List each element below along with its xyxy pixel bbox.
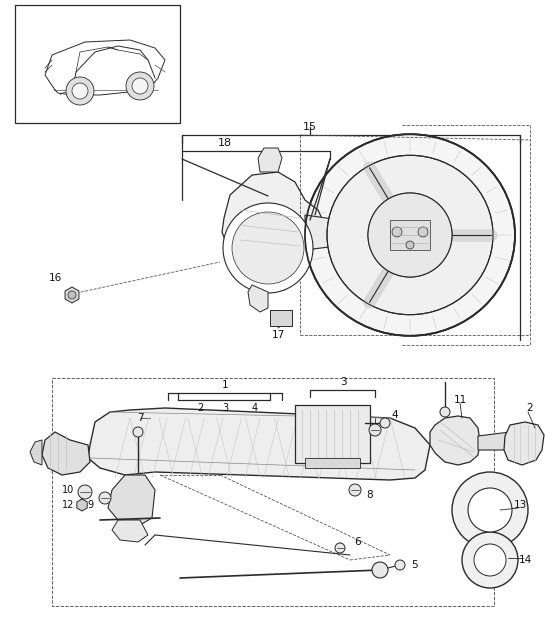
Text: 10: 10 [62, 485, 74, 495]
Circle shape [132, 78, 148, 94]
Polygon shape [30, 440, 42, 465]
Text: 11: 11 [453, 395, 467, 405]
Polygon shape [42, 432, 90, 475]
Polygon shape [88, 408, 430, 480]
Circle shape [468, 488, 512, 532]
Polygon shape [305, 215, 345, 250]
Text: 15: 15 [303, 122, 317, 132]
Polygon shape [390, 220, 430, 250]
Text: 3: 3 [222, 403, 228, 413]
Circle shape [395, 560, 405, 570]
Text: 6: 6 [355, 537, 361, 547]
Circle shape [335, 543, 345, 553]
Polygon shape [248, 285, 268, 312]
Polygon shape [65, 287, 79, 303]
Text: 1: 1 [222, 380, 228, 390]
Circle shape [68, 291, 76, 299]
Polygon shape [112, 520, 148, 542]
Polygon shape [222, 172, 325, 292]
Polygon shape [108, 475, 155, 525]
Text: 14: 14 [518, 555, 531, 565]
Circle shape [369, 424, 381, 436]
Circle shape [66, 77, 94, 105]
Circle shape [223, 203, 313, 293]
Polygon shape [504, 422, 544, 465]
Text: 3: 3 [340, 377, 346, 387]
Circle shape [368, 193, 452, 277]
Text: 18: 18 [218, 138, 232, 148]
Polygon shape [258, 148, 282, 172]
Text: 4: 4 [252, 403, 258, 413]
Text: 12: 12 [62, 500, 74, 510]
Circle shape [349, 484, 361, 496]
Text: 13: 13 [513, 500, 526, 510]
Polygon shape [77, 499, 87, 511]
Ellipse shape [327, 155, 493, 315]
Text: 9: 9 [87, 500, 93, 510]
Polygon shape [430, 416, 480, 465]
Circle shape [99, 492, 111, 504]
Circle shape [126, 72, 154, 100]
Text: 2: 2 [197, 403, 203, 413]
Bar [270, 310, 292, 326]
Text: 8: 8 [367, 490, 373, 500]
Text: 17: 17 [271, 330, 284, 340]
Ellipse shape [305, 134, 515, 336]
Circle shape [440, 407, 450, 417]
Circle shape [372, 562, 388, 578]
Circle shape [418, 227, 428, 237]
Circle shape [72, 83, 88, 99]
Bar [305, 458, 360, 468]
Text: 7: 7 [137, 413, 143, 423]
Bar [15, 5, 180, 123]
Circle shape [474, 544, 506, 576]
Circle shape [392, 227, 402, 237]
Circle shape [380, 418, 390, 428]
Circle shape [462, 532, 518, 588]
Text: 2: 2 [526, 403, 534, 413]
Polygon shape [478, 432, 514, 450]
Text: 4: 4 [392, 410, 398, 420]
Text: 5: 5 [411, 560, 419, 570]
Text: 16: 16 [49, 273, 62, 283]
Bar [52, 378, 494, 606]
Circle shape [78, 485, 92, 499]
Circle shape [368, 193, 452, 277]
Circle shape [406, 241, 414, 249]
Bar [295, 405, 370, 463]
Circle shape [452, 472, 528, 548]
Circle shape [232, 212, 304, 284]
Circle shape [133, 427, 143, 437]
